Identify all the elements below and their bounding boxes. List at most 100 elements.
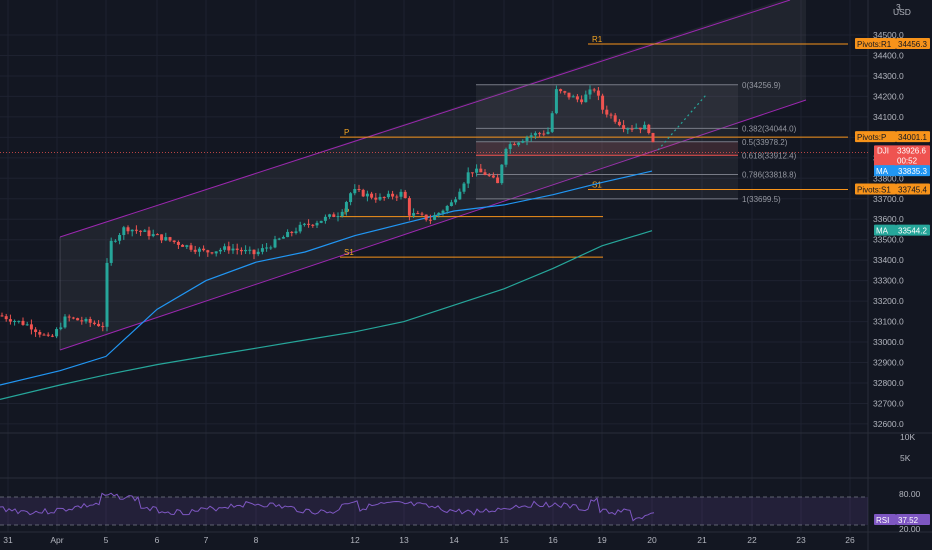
top-tick: 3: [896, 2, 901, 12]
candle-body: [328, 214, 332, 217]
candle-body: [395, 196, 399, 198]
candle-body: [185, 245, 189, 247]
candle-body: [407, 198, 411, 216]
candle-body: [496, 177, 500, 184]
candle-body: [416, 213, 420, 215]
tag-name: Pivots:S1: [857, 185, 891, 194]
price-tick: 34300.0: [873, 71, 904, 81]
candle-body: [176, 241, 180, 245]
candle-body: [252, 249, 256, 255]
candle-body: [126, 227, 130, 232]
candle-body: [92, 322, 96, 324]
time-tick: 13: [399, 535, 409, 545]
candle-body: [508, 144, 512, 149]
candle-body: [487, 174, 491, 176]
candle-body: [609, 114, 613, 116]
candle-body: [223, 246, 227, 250]
candle-body: [567, 92, 571, 98]
candle-body: [118, 235, 122, 241]
fib-golden-zone: [476, 141, 738, 156]
time-tick: 19: [597, 535, 607, 545]
candle-body: [634, 127, 638, 129]
candle-body: [533, 133, 537, 136]
candle-body: [34, 329, 38, 333]
candle-body: [244, 249, 248, 252]
candle-body: [189, 245, 193, 250]
candle-body: [542, 133, 546, 135]
fib-retracement[interactable]: 0(34256.9) 0.382(34044.0) 0.5(33978.2) 0.61…: [476, 81, 797, 204]
candle-body: [181, 244, 185, 247]
tag-value-box: [896, 131, 930, 143]
candle-body: [235, 248, 239, 250]
candle-body: [55, 329, 59, 337]
candle-body: [46, 334, 50, 336]
candle-body: [575, 96, 579, 100]
price-tick: 34500.0: [873, 30, 904, 40]
candle-body: [248, 249, 252, 251]
candle-body: [412, 213, 416, 216]
pivot-label: S1: [344, 248, 354, 257]
tag-name-box: [874, 165, 896, 177]
projection-arrow: [657, 94, 707, 151]
candle-body: [403, 191, 407, 199]
candle-body: [42, 334, 46, 336]
rsi-pane: [0, 492, 868, 526]
candle-body: [88, 319, 92, 323]
currency-label: USD: [893, 7, 911, 17]
candle-body: [638, 127, 642, 130]
candle-body: [424, 214, 428, 220]
candle-body: [21, 320, 25, 325]
candle-body: [214, 251, 218, 254]
tag-name-box: [855, 37, 896, 49]
ma-fast-line: [0, 170, 653, 386]
candle-body: [458, 191, 462, 200]
fib-level-label: 0.382(34044.0): [742, 124, 797, 133]
candle-body: [210, 252, 214, 254]
volume-tick: 10K: [900, 432, 915, 442]
candle-body: [294, 231, 298, 233]
tag-name: Pivots:P: [857, 133, 886, 142]
candle-body: [164, 237, 168, 241]
time-axis[interactable]: 31 Apr 5 6 7 8 12 13 14 15 16 19 20 21 22 23 26: [3, 535, 855, 545]
candle-body: [588, 89, 592, 95]
candle-body: [25, 324, 29, 326]
ma-slow-line: [0, 230, 653, 400]
candle-body: [0, 315, 4, 317]
candle-body: [504, 148, 508, 165]
candle-body: [307, 223, 311, 225]
candle-body: [626, 128, 630, 130]
candle-body: [8, 319, 12, 322]
moving-averages: [0, 94, 707, 400]
time-tick: 7: [204, 535, 209, 545]
time-tick: 5: [104, 535, 109, 545]
candle-body: [269, 247, 273, 249]
candle-body: [122, 227, 126, 236]
candle-body: [462, 183, 466, 192]
candle-body: [428, 219, 432, 221]
candle-body: [227, 246, 231, 251]
candle-body: [155, 234, 159, 236]
candle-body: [622, 125, 626, 130]
price-tick: 32900.0: [873, 358, 904, 368]
tag-name: Pivots:R1: [857, 40, 892, 49]
candle-body: [277, 238, 281, 240]
dji-price: 33926.6: [897, 146, 926, 155]
candle-body: [336, 216, 340, 218]
candle-body: [605, 109, 609, 115]
candle-body: [17, 320, 21, 322]
candle-body: [449, 202, 453, 207]
candle-body: [147, 230, 151, 237]
volume-tick: 5K: [900, 453, 911, 463]
candle-body: [197, 248, 201, 252]
candle-body: [630, 128, 634, 130]
time-tick: 12: [350, 535, 360, 545]
tag-name-box: [874, 514, 896, 525]
candle-body: [315, 222, 319, 226]
rsi-line: [0, 492, 655, 522]
candle-body: [298, 224, 302, 232]
price-tick: 34200.0: [873, 91, 904, 101]
candle-body: [13, 320, 17, 322]
tag-name-box: [855, 131, 896, 143]
